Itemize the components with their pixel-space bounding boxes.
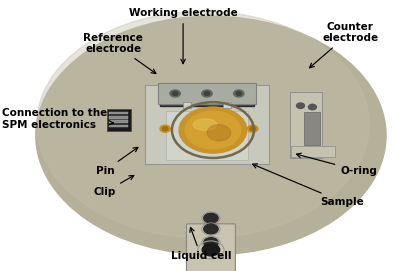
FancyBboxPatch shape — [107, 109, 131, 131]
Bar — [304, 112, 320, 145]
Bar — [109, 116, 128, 119]
Text: Reference
electrode: Reference electrode — [84, 33, 156, 73]
Circle shape — [204, 238, 218, 247]
FancyBboxPatch shape — [160, 94, 254, 106]
Circle shape — [170, 90, 180, 97]
FancyBboxPatch shape — [290, 92, 322, 158]
Circle shape — [297, 103, 304, 108]
Circle shape — [204, 224, 218, 234]
Bar — [109, 120, 128, 123]
Circle shape — [37, 11, 369, 238]
Text: Counter
electrode: Counter electrode — [310, 22, 378, 68]
Circle shape — [308, 104, 316, 110]
Text: Working electrode: Working electrode — [129, 8, 238, 64]
FancyBboxPatch shape — [166, 111, 248, 160]
Text: Clip: Clip — [94, 176, 134, 197]
Text: O-ring: O-ring — [297, 153, 377, 176]
Bar — [109, 112, 128, 114]
Circle shape — [234, 90, 244, 97]
Bar — [183, 102, 191, 108]
Circle shape — [202, 90, 212, 97]
Bar — [291, 146, 335, 157]
FancyBboxPatch shape — [145, 85, 269, 164]
Circle shape — [160, 125, 170, 132]
FancyBboxPatch shape — [187, 224, 236, 271]
Circle shape — [162, 127, 168, 131]
Text: Sample: Sample — [252, 164, 364, 207]
Circle shape — [202, 244, 220, 256]
Circle shape — [248, 125, 258, 132]
Circle shape — [185, 111, 241, 149]
Text: Pin: Pin — [96, 147, 138, 176]
Circle shape — [204, 213, 218, 223]
FancyBboxPatch shape — [158, 83, 256, 104]
Text: Connection to the
SPM electronics: Connection to the SPM electronics — [2, 108, 113, 130]
Bar — [223, 102, 231, 108]
Circle shape — [207, 125, 231, 141]
Ellipse shape — [193, 119, 217, 130]
Bar — [109, 125, 128, 127]
Text: Liquid cell: Liquid cell — [171, 227, 231, 261]
Circle shape — [36, 16, 386, 255]
Circle shape — [236, 92, 242, 95]
Circle shape — [179, 107, 247, 153]
Circle shape — [250, 127, 256, 131]
Circle shape — [172, 92, 178, 95]
Circle shape — [204, 92, 210, 95]
